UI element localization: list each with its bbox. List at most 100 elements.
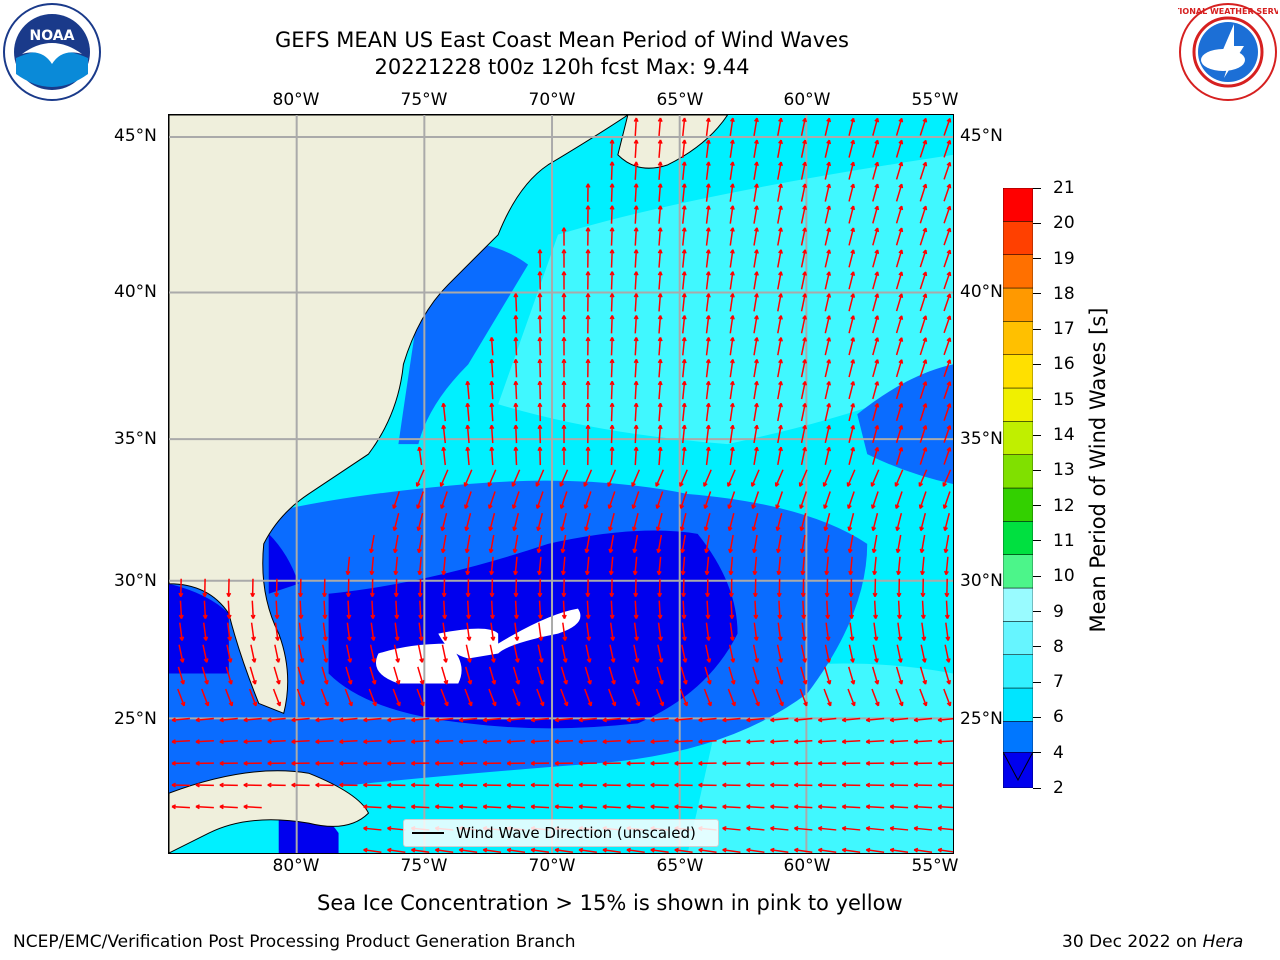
wind-arrow-head [291,760,296,766]
wind-arrow-shaft [466,381,470,400]
wind-arrow-head [802,658,808,663]
wind-arrow-shaft [538,556,542,575]
wind-arrow-head [752,592,758,598]
wind-arrow-head [794,739,799,745]
wind-arrow-shaft [394,622,399,641]
wind-arrow-head [420,701,425,707]
wind-arrow-head [442,636,448,641]
wind-arrow-head [754,337,759,342]
wind-arrow-head [363,760,368,766]
wind-arrow-shaft [537,644,543,663]
wind-arrow-head [554,739,559,745]
wind-arrow-shaft [777,161,782,180]
wind-arrow-shaft [866,827,885,831]
wind-arrow-shaft [610,447,613,466]
colorbar-tick-mark [1033,646,1041,648]
wind-arrow-shaft [634,139,638,158]
wind-arrow-head [705,315,711,320]
wind-arrow-head [633,117,639,122]
wind-arrow-shaft [610,293,613,312]
wind-arrow-head [387,782,392,788]
wind-arrow-head [754,271,759,276]
wind-arrow-head [705,293,711,298]
wind-arrow-head [395,658,401,663]
wind-arrow-head [722,847,727,853]
wind-arrow-head [267,782,272,788]
wind-arrow-head [458,782,464,788]
wind-arrow-shaft [729,556,734,575]
wind-arrow-shaft [248,688,257,707]
wind-arrow-shaft [560,688,568,707]
colorbar-tick-mark [1033,469,1041,471]
wind-arrow-shaft [538,622,542,641]
wind-arrow-shaft [824,381,831,400]
wind-arrow-head [722,717,727,723]
wind-arrow-shaft [658,249,662,268]
wind-arrow-shaft [610,381,613,400]
wind-arrow-shaft [945,622,949,641]
wind-arrow-head [609,614,615,619]
wind-arrow-head [778,315,783,320]
colorbar-tick-mark [1033,505,1041,507]
wind-arrow-head [746,804,751,810]
wind-arrow-head [345,592,351,598]
wind-arrow-head [585,446,591,452]
wind-arrow-head [802,380,807,386]
wind-arrow-head [561,358,567,364]
wind-arrow-shaft [441,644,447,663]
wind-arrow-shaft [490,381,494,400]
wind-arrow-shaft [250,622,255,641]
wind-arrow-head [937,826,943,831]
wind-arrow-head [513,614,519,619]
wind-arrow-shaft [753,359,758,378]
wind-arrow-head [889,782,895,788]
wind-arrow-shaft [602,717,621,721]
wind-arrow-head [794,804,799,810]
wind-arrow-head [387,739,392,745]
wind-arrow-head [578,760,583,766]
wind-arrow-head [506,760,512,766]
wind-arrow-shaft [842,740,861,743]
wind-arrow-head [299,658,305,663]
wind-arrow-head [657,337,663,342]
wind-arrow-head [530,847,536,853]
wind-arrow-shaft [705,161,710,180]
wind-arrow-head [441,592,447,598]
wind-arrow-shaft [777,534,782,553]
wind-arrow-head [698,782,703,788]
colorbar-tick-mark [1033,752,1041,754]
wind-arrow-head [563,680,568,685]
wind-arrow-head [538,658,544,663]
wind-arrow-shaft [219,805,238,809]
wind-arrow-head [609,139,615,144]
wind-arrow-shaft [465,534,471,553]
wind-arrow-head [681,636,687,641]
colorbar-tick-mark [1033,258,1041,260]
wind-arrow-head [252,680,257,685]
wind-arrow-shaft [602,740,621,743]
wind-arrow-head [798,482,804,487]
colorbar-cell [1003,254,1033,289]
wind-arrow-shaft [751,688,760,707]
wind-arrow-head [722,826,727,831]
wind-arrow-shaft [727,469,736,487]
wind-arrow-head [802,271,807,276]
wind-arrow-head [562,636,568,641]
wind-arrow-shaft [777,447,782,466]
wind-arrow-shaft [729,447,734,466]
wind-arrow-head [727,526,733,532]
wind-arrow-shaft [273,666,280,685]
wind-arrow-head [585,293,591,298]
wind-arrow-head [872,592,878,598]
wind-arrow-head [537,614,543,619]
wind-arrow-head [585,380,591,386]
wind-arrow-head [369,570,375,576]
colorbar-tick-label: 13 [1053,460,1075,481]
wind-arrow-head [794,782,799,788]
wind-arrow-shaft [942,469,952,487]
wind-arrow-shaft [729,161,734,180]
wind-arrow-head [418,614,424,619]
wind-arrow-shaft [634,425,638,444]
deep-blue-region [169,583,229,674]
lon-label-top: 75°W [400,90,448,110]
